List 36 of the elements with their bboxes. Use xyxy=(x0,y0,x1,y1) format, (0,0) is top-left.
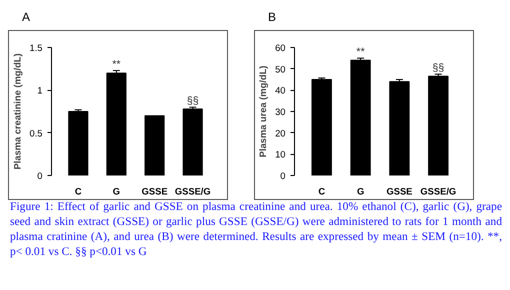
x-tick-label: GSSE/G xyxy=(174,186,211,196)
y-tick-label: 0 xyxy=(37,171,43,181)
x-tick-label: C xyxy=(74,186,82,196)
y-tick-label: 10 xyxy=(275,150,286,160)
chart-title: A xyxy=(22,9,30,26)
y-tick-label: 30 xyxy=(275,107,286,117)
x-tick-label: G xyxy=(112,186,120,196)
y-tick-label: 60 xyxy=(275,43,286,53)
bar xyxy=(428,76,449,176)
chart-title: B xyxy=(268,9,276,26)
bar xyxy=(106,72,126,176)
y-tick-label: 1 xyxy=(37,86,43,96)
x-tick-label: GSSE xyxy=(386,186,412,196)
annotation: §§ xyxy=(186,95,199,108)
bar xyxy=(144,115,165,176)
y-tick-label: 1.5 xyxy=(30,43,42,53)
bar xyxy=(311,79,332,176)
y-tick-label: 20 xyxy=(275,128,286,138)
bar xyxy=(68,111,88,176)
y-axis-title: Plasma urea (mg/dL) xyxy=(258,66,268,158)
y-tick-label: 50 xyxy=(275,64,286,74)
bar xyxy=(182,108,203,176)
x-tick-label: C xyxy=(318,186,326,196)
y-tick-label: 0 xyxy=(280,171,286,181)
y-tick-label: 0.5 xyxy=(30,128,42,138)
annotation: §§ xyxy=(432,62,444,74)
y-axis-title: Plasma creatinine (mg/dL) xyxy=(12,53,23,170)
bar xyxy=(350,60,371,176)
caption: Figure 1: Effect of garlic and GSSE on plasma creatinine and urea. 10% ethanol (C), garlic (G), grape seed and skin extract (GSSE) or garlic plus GSSE (GSSE/G) were administered to rats for 1 month and plasma cratinine (A), and urea (B) were determined. Results are expressed by mean ± SEM (n=10). **, p< 0.01 vs C. §§ p<0.01 vs G xyxy=(10,199,502,260)
bar xyxy=(389,81,410,176)
x-tick-label: G xyxy=(356,186,364,196)
y-tick-label: 40 xyxy=(275,86,286,96)
x-tick-label: GSSE xyxy=(142,186,168,196)
annotation: ** xyxy=(356,46,365,58)
annotation: ** xyxy=(112,58,121,71)
x-tick-label: GSSE/G xyxy=(420,186,456,196)
